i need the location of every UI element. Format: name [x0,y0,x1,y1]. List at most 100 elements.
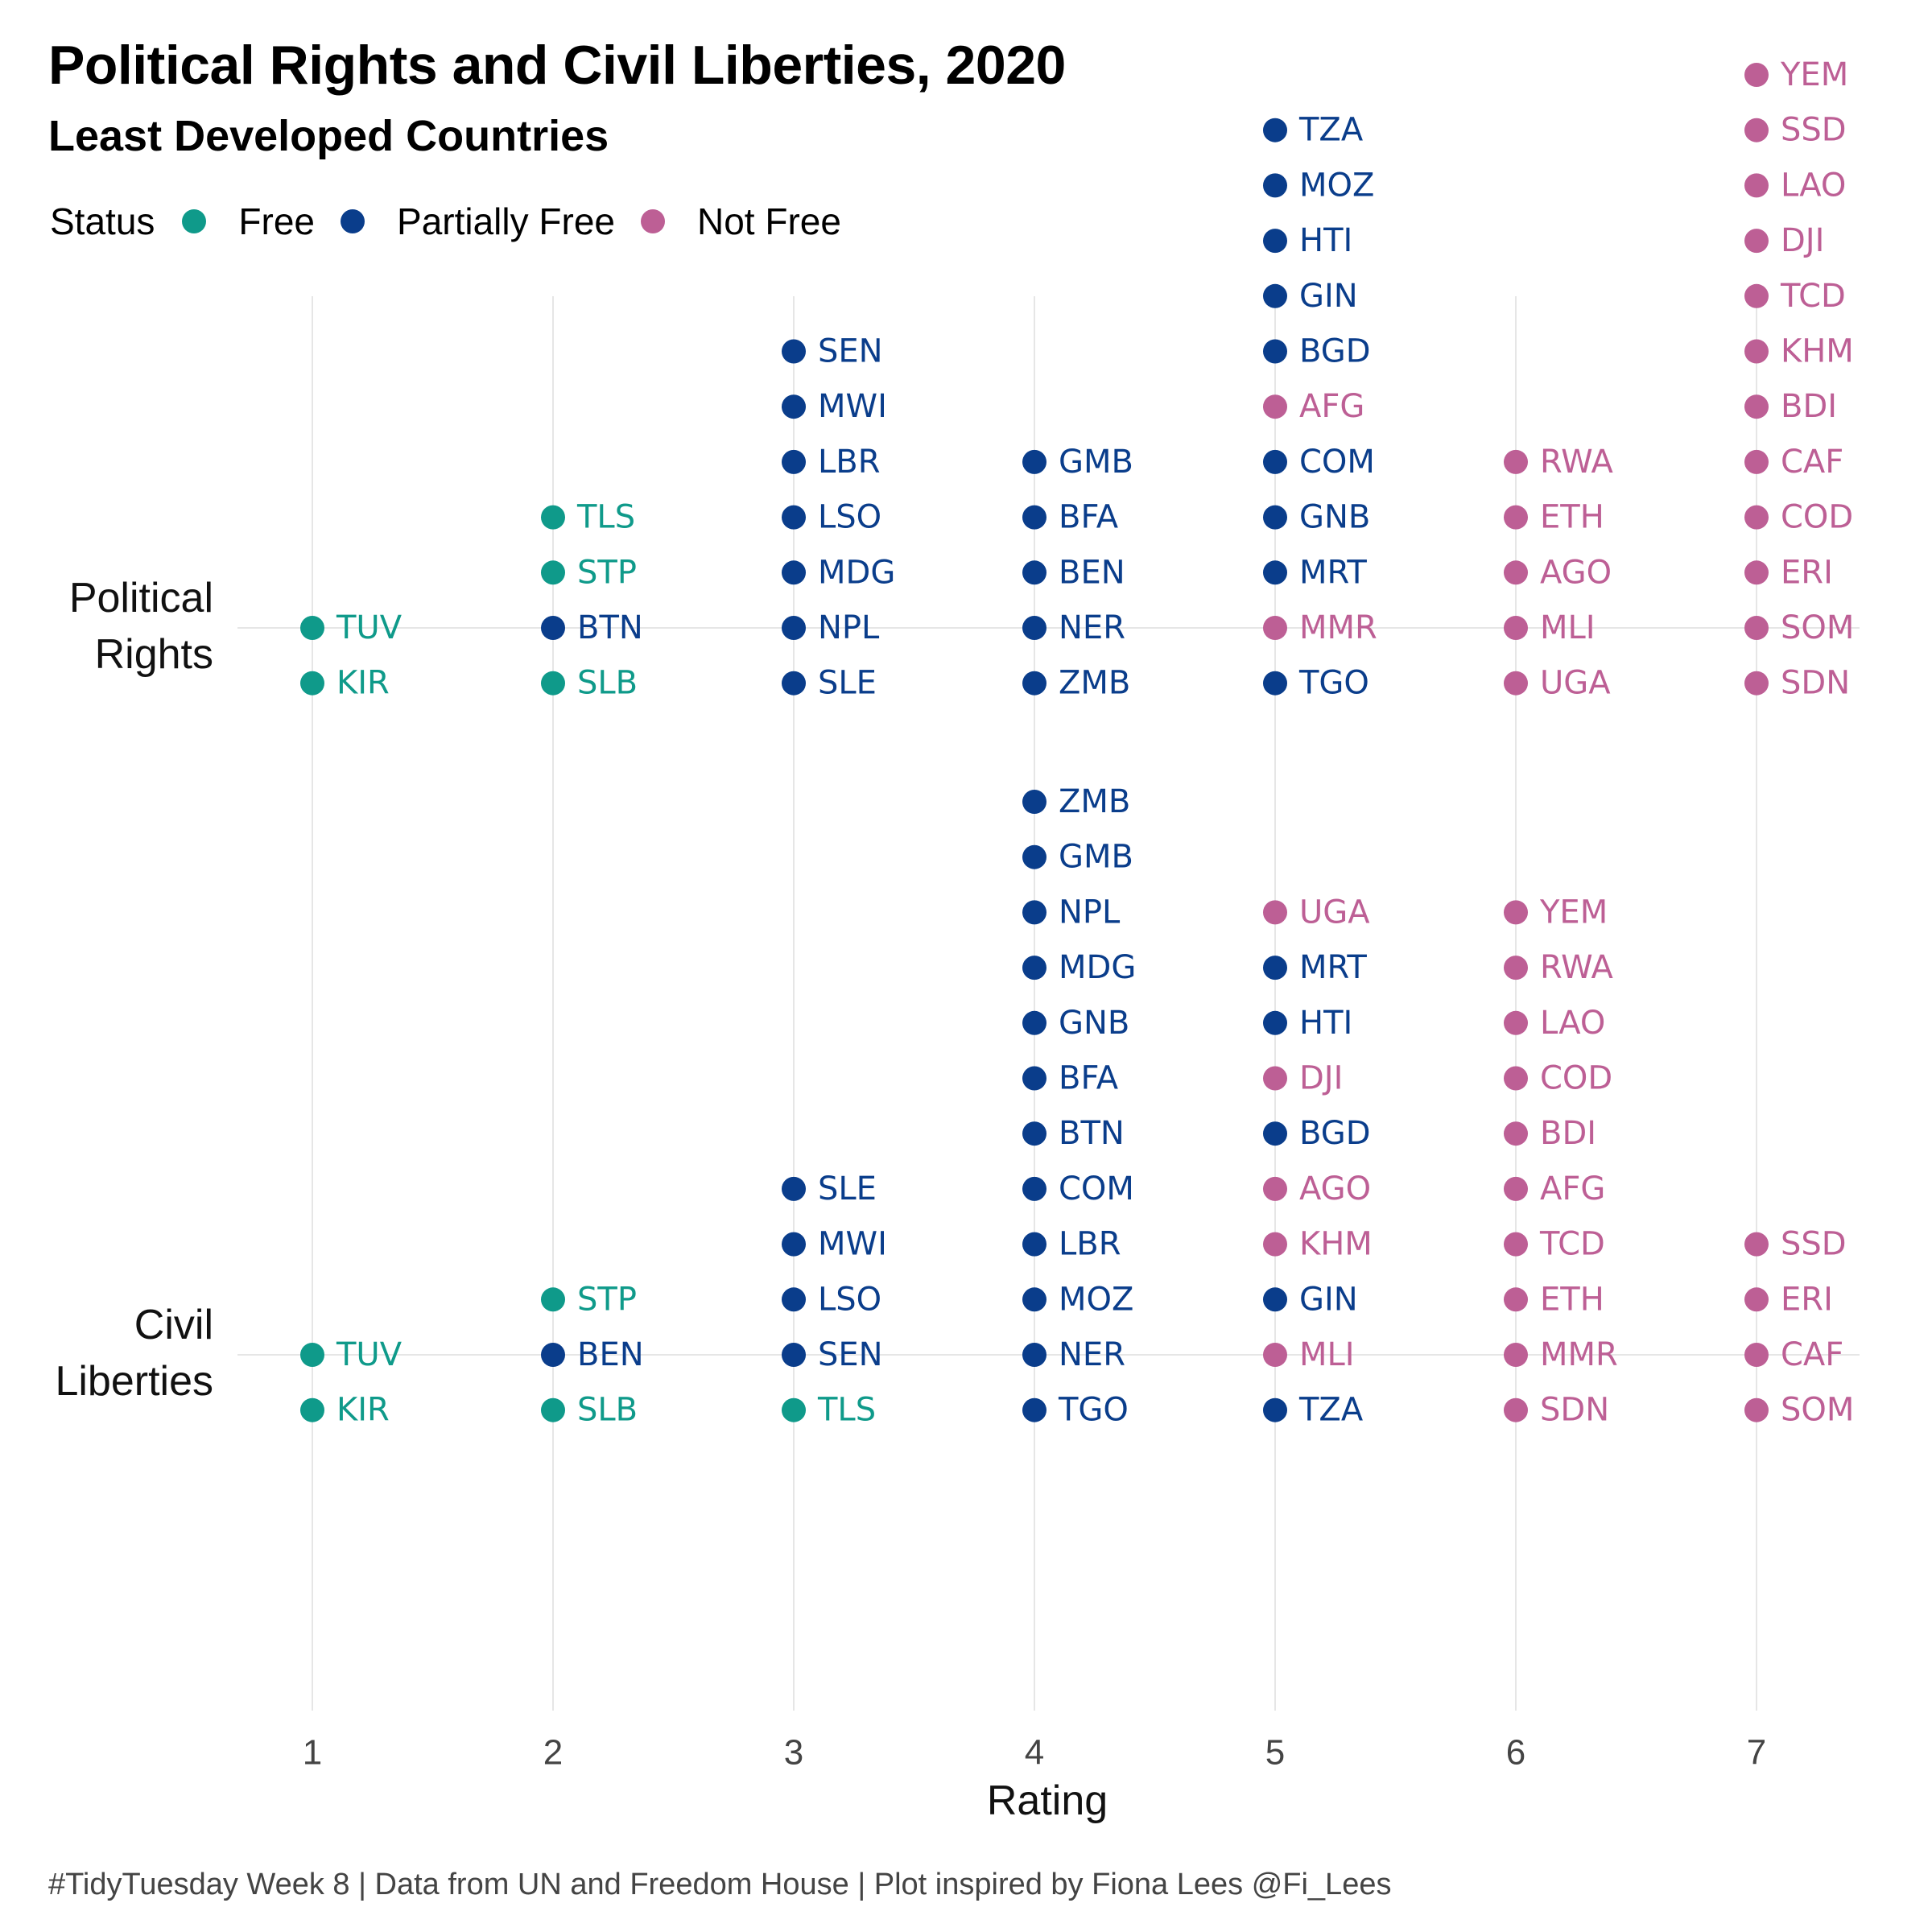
legend: Status Free Partially Free Not Free [50,193,867,250]
point-marker [782,1176,806,1201]
point-label: LAO [1540,1005,1605,1042]
point-rwa-pr: RWA [1504,444,1614,481]
point-marker [300,1343,324,1367]
point-mli-cl: MLI [1263,1336,1355,1373]
point-label: KHM [1781,333,1854,370]
point-marker [541,1397,565,1422]
legend-title: Status [50,200,155,242]
point-marker [1744,1397,1769,1422]
point-label: KHM [1299,1226,1373,1263]
point-label: HTI [1299,1005,1352,1042]
point-marker [1504,900,1528,925]
point-label: SLE [818,665,877,702]
point-marker [1263,900,1287,925]
point-label: AGO [1299,1170,1371,1208]
point-label: AGO [1540,554,1612,591]
point-label: LSO [818,499,881,536]
point-marker [1504,1176,1528,1201]
point-com-pr: COM [1263,444,1375,481]
point-label: SLE [818,1170,877,1208]
point-gmb-cl: GMB [1022,839,1133,876]
point-marker [1504,449,1528,474]
point-mwi-cl: MWI [782,1226,887,1263]
point-hti-cl: HTI [1263,1005,1352,1042]
point-lbr-pr: LBR [782,444,881,481]
point-stp-cl: STP [541,1281,637,1318]
point-marker [300,616,324,640]
legend-label-free: Free [238,200,316,242]
point-label: SSD [1781,112,1847,149]
point-bfa-pr: BFA [1022,499,1119,536]
point-gnb-cl: GNB [1022,1005,1129,1042]
point-marker [300,1397,324,1422]
row-label-civil-liberties: Civil Liberties [55,1302,213,1405]
point-mli-pr: MLI [1504,609,1596,646]
point-zmb-pr: ZMB [1022,665,1130,702]
point-mrt-pr: MRT [1263,554,1367,591]
point-label: ERI [1781,554,1833,591]
point-tgo-pr: TGO [1263,665,1369,702]
point-marker [1022,1121,1046,1146]
point-marker [1744,560,1769,585]
point-label: BEN [577,1336,644,1373]
point-label: ERI [1781,1281,1833,1318]
point-label: MRT [1299,949,1367,986]
point-bgd-pr: BGD [1263,333,1371,370]
point-slb-cl: SLB [541,1392,638,1429]
point-label: SLB [577,1392,638,1429]
point-afg-cl: AFG [1504,1170,1605,1208]
point-marker [782,560,806,585]
point-mdg-cl: MDG [1022,949,1136,986]
point-lao-cl: LAO [1504,1005,1605,1042]
point-sdn-cl: SDN [1504,1392,1609,1429]
x-tick-label-7: 7 [1747,1733,1766,1773]
point-label: MDG [818,554,895,591]
point-marker [1263,560,1287,585]
point-marker [1744,63,1769,87]
point-marker [782,449,806,474]
point-label: SEN [818,1336,883,1373]
point-label: TZA [1298,1392,1364,1429]
point-com-cl: COM [1022,1170,1134,1208]
point-label: SDN [1781,665,1850,702]
point-moz-cl: MOZ [1022,1281,1133,1318]
legend-item-free: Free [182,200,315,243]
point-label: BFA [1059,499,1119,536]
point-cod-cl: COD [1504,1060,1612,1097]
point-gin-cl: GIN [1263,1281,1358,1318]
point-tcd-pr: TCD [1744,278,1846,315]
point-marker [1744,229,1769,254]
point-marker [1744,173,1769,198]
point-ben-pr: BEN [1022,554,1125,591]
point-label: TLS [817,1392,876,1429]
point-cod-pr: COD [1744,499,1853,536]
point-label: GNB [1059,1005,1129,1042]
point-label: RWA [1540,444,1614,481]
point-marker [1744,616,1769,640]
point-label: MWI [818,1226,887,1263]
point-eri-cl: ERI [1744,1281,1833,1318]
point-sle-cl: SLE [782,1170,877,1208]
point-tls-pr: TLS [541,499,635,536]
point-marker [1744,339,1769,364]
point-kir-pr: KIR [300,665,390,702]
point-marker [1263,1010,1287,1035]
point-label: CAF [1781,444,1843,481]
point-label: TUV [336,1336,402,1373]
point-tcd-cl: TCD [1504,1226,1605,1263]
point-som-pr: SOM [1744,609,1854,646]
point-label: MLI [1540,609,1596,646]
data-points: TUV KIR TLS STP BTN SLB SEN MWI LBR LSO MDG NPL SLE G… [300,56,1854,1429]
point-dji-pr: DJI [1744,222,1824,259]
point-marker [1744,118,1769,142]
point-label: BTN [1059,1115,1125,1152]
grid-lines [237,296,1860,1711]
point-marker [1022,1010,1046,1035]
point-ner-pr: NER [1022,609,1125,646]
point-btn-cl: BTN [1022,1115,1125,1152]
point-marker [1263,956,1287,980]
point-marker [782,1287,806,1312]
point-marker [1744,671,1769,696]
point-marker [1263,449,1287,474]
point-marker [1744,449,1769,474]
